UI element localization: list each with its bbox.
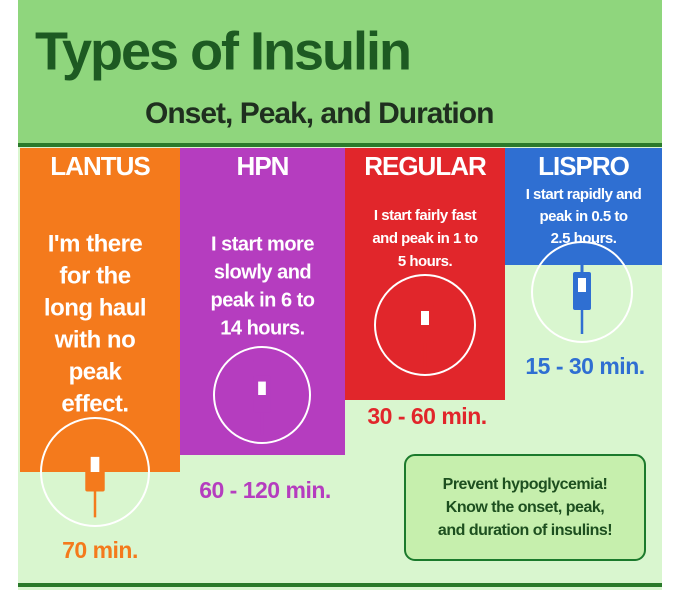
description: with no [54, 326, 135, 353]
icon-circle [213, 346, 311, 444]
description: for the [59, 262, 130, 289]
note-line: Know the onset, peak, [446, 499, 604, 516]
divider [18, 583, 662, 587]
duration: 60 - 120 min. [199, 477, 331, 503]
description: I'm there [48, 230, 143, 257]
column-name: REGULAR [364, 151, 487, 181]
description: slowly and [214, 261, 311, 283]
description: and peak in 1 to [372, 230, 478, 247]
syringe-scale [578, 278, 586, 292]
syringe-scale [90, 456, 100, 472]
duration: 70 min. [62, 537, 138, 563]
syringe-scale [258, 381, 266, 395]
description: peak in 6 to [210, 289, 314, 311]
icon-circle [40, 417, 150, 527]
description: long haul [44, 294, 146, 321]
note-box [404, 454, 646, 561]
note-line: Prevent hypoglycemia! [443, 476, 608, 493]
description: 14 hours. [220, 317, 304, 339]
description: 2.5 hours. [551, 230, 617, 247]
description: effect. [61, 390, 128, 417]
title: Types of Insulin [35, 21, 410, 81]
header-band [18, 0, 662, 145]
icon-circle [531, 241, 633, 343]
description: I start rapidly and [526, 186, 642, 203]
icon-circle [374, 274, 476, 376]
divider [18, 143, 662, 147]
column-name: LISPRO [538, 151, 630, 181]
syringe-scale [421, 311, 429, 325]
description: peak in 0.5 to [539, 208, 627, 225]
description: I start more [211, 233, 314, 255]
column-name: LANTUS [50, 151, 150, 181]
description: peak [69, 358, 123, 385]
description: 5 hours. [398, 253, 453, 270]
note-line: and duration of insulins! [438, 522, 612, 539]
column-name: HPN [237, 151, 289, 181]
subtitle: Onset, Peak, and Duration [145, 97, 493, 130]
duration: 15 - 30 min. [525, 353, 644, 379]
description: I start fairly fast [374, 207, 477, 224]
duration: 30 - 60 min. [367, 403, 486, 429]
column [505, 148, 662, 265]
